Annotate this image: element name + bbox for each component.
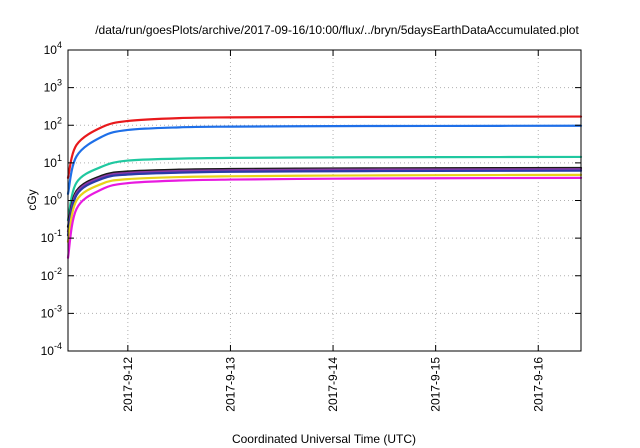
series-lines	[66, 115, 583, 259]
x-tick-label: 2017-9-13	[223, 357, 237, 412]
gridlines	[68, 50, 581, 351]
series-line-4	[66, 166, 583, 228]
y-tick-label: 104	[44, 40, 62, 57]
series-line-3	[66, 155, 583, 222]
x-axis-ticks: 2017-9-12 2017-9-13 2017-9-14 2017-9-15 2017…	[121, 50, 545, 412]
y-tick-label: 101	[44, 153, 62, 170]
x-axis-label: Coordinated Universal Time (UTC)	[232, 432, 416, 446]
y-tick-label: 10-1	[41, 228, 62, 245]
x-tick-label: 2017-9-15	[429, 357, 443, 412]
series-line-7	[66, 173, 583, 243]
y-tick-label: 100	[44, 191, 62, 208]
y-tick-label: 10-2	[41, 266, 62, 283]
y-axis-ticks: 10-4 10-3 10-2 10-1 100 101 102 103 104	[41, 40, 581, 358]
y-axis-label: cGy	[25, 189, 39, 210]
series-line-8	[66, 176, 583, 259]
y-tick-label: 10-4	[41, 341, 62, 358]
y-tick-label: 102	[44, 115, 62, 132]
chart-title: /data/run/goesPlots/archive/2017-09-16/1…	[95, 23, 579, 37]
x-tick-label: 2017-9-12	[121, 357, 135, 412]
y-tick-label: 103	[44, 78, 62, 95]
series-line-1	[66, 115, 583, 179]
x-tick-label: 2017-9-16	[531, 357, 545, 412]
y-tick-label: 10-3	[41, 303, 62, 320]
series-line-5	[66, 168, 583, 233]
x-tick-label: 2017-9-14	[326, 357, 340, 412]
series-line-2	[66, 124, 583, 195]
series-line-6	[66, 169, 583, 237]
